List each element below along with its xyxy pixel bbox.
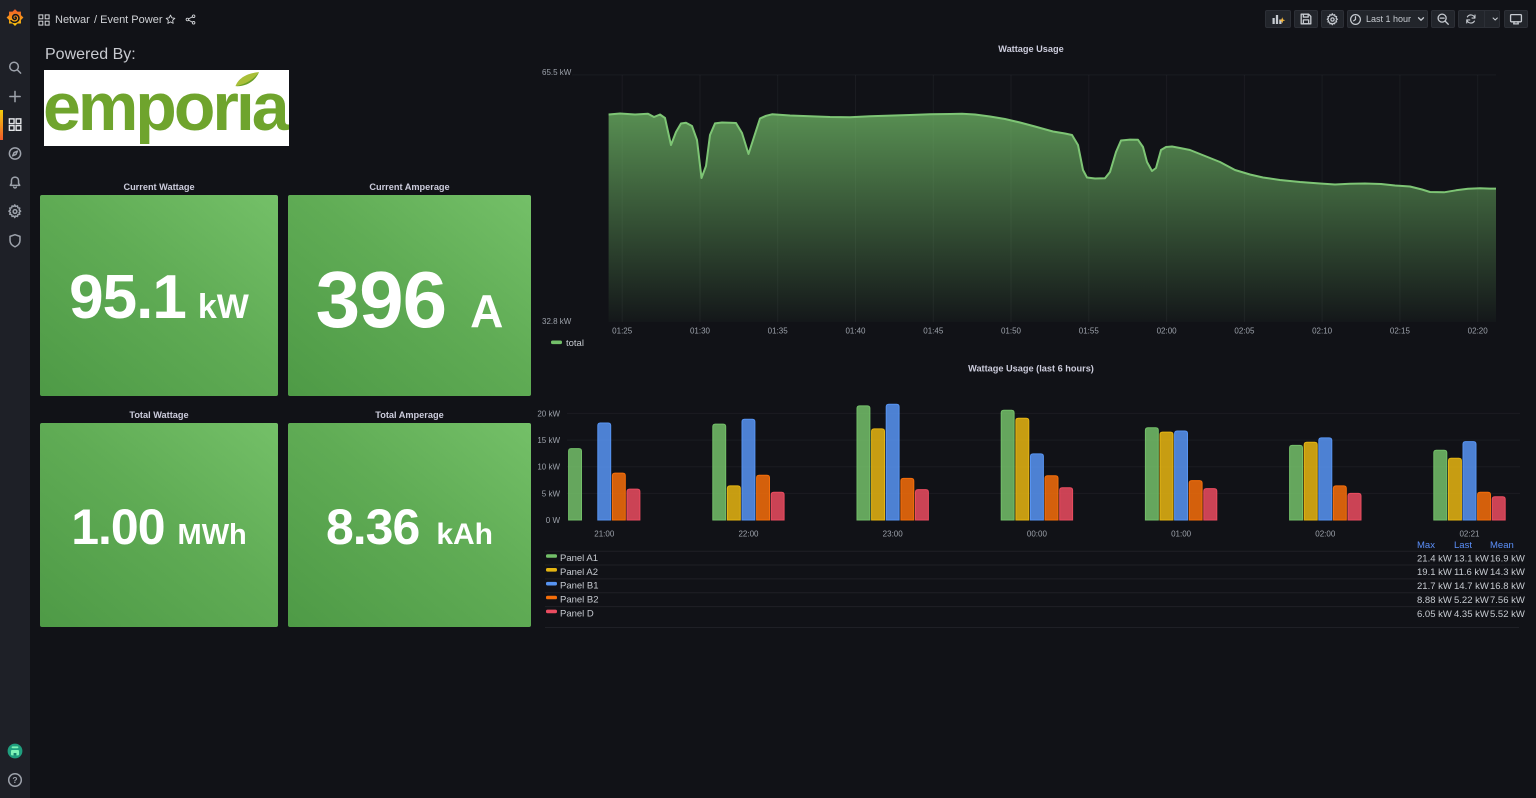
svg-text:02:10: 02:10 xyxy=(1312,327,1333,336)
svg-text:8.88 kW: 8.88 kW xyxy=(1417,595,1452,606)
svg-text:01:50: 01:50 xyxy=(1001,327,1022,336)
svg-text:00:00: 00:00 xyxy=(1027,530,1048,539)
svg-text:21:00: 21:00 xyxy=(594,530,615,539)
svg-text:21.4 kW: 21.4 kW xyxy=(1417,553,1452,564)
svg-text:7.56 kW: 7.56 kW xyxy=(1490,595,1525,606)
svg-text:02:20: 02:20 xyxy=(1468,327,1489,336)
svg-text:22:00: 22:00 xyxy=(738,530,759,539)
svg-text:01:45: 01:45 xyxy=(923,327,944,336)
svg-text:Wattage Usage (last 6 hours): Wattage Usage (last 6 hours) xyxy=(968,364,1094,374)
svg-text:01:35: 01:35 xyxy=(768,327,789,336)
svg-text:Panel D: Panel D xyxy=(560,608,594,619)
svg-text:02:21: 02:21 xyxy=(1459,530,1480,539)
svg-text:Panel B1: Panel B1 xyxy=(560,581,599,592)
svg-text:01:55: 01:55 xyxy=(1079,327,1100,336)
svg-text:Mean: Mean xyxy=(1490,540,1514,551)
svg-text:32.8 kW: 32.8 kW xyxy=(542,317,572,326)
svg-text:01:40: 01:40 xyxy=(845,327,866,336)
svg-text:5 kW: 5 kW xyxy=(542,489,561,498)
svg-text:02:15: 02:15 xyxy=(1390,327,1411,336)
svg-text:02:00: 02:00 xyxy=(1157,327,1178,336)
svg-text:65.5 kW: 65.5 kW xyxy=(542,68,572,77)
svg-text:02:00: 02:00 xyxy=(1315,530,1336,539)
svg-text:02:05: 02:05 xyxy=(1234,327,1255,336)
svg-text:Panel A1: Panel A1 xyxy=(560,553,598,564)
svg-text:0 W: 0 W xyxy=(546,516,561,525)
svg-text:Last: Last xyxy=(1454,540,1472,551)
svg-text:Panel A2: Panel A2 xyxy=(560,567,598,578)
svg-text:01:00: 01:00 xyxy=(1171,530,1192,539)
svg-text:Panel B2: Panel B2 xyxy=(560,595,599,606)
svg-text:Wattage Usage: Wattage Usage xyxy=(998,44,1064,54)
svg-text:4.35 kW: 4.35 kW xyxy=(1454,609,1489,620)
svg-text:23:00: 23:00 xyxy=(883,530,904,539)
svg-text:01:25: 01:25 xyxy=(612,327,633,336)
svg-text:11.6 kW: 11.6 kW xyxy=(1454,567,1488,578)
svg-text:19.1 kW: 19.1 kW xyxy=(1417,567,1452,578)
svg-text:5.22 kW: 5.22 kW xyxy=(1454,595,1489,606)
svg-text:01:30: 01:30 xyxy=(690,327,711,336)
svg-text:13.1 kW: 13.1 kW xyxy=(1454,553,1489,564)
svg-text:total: total xyxy=(566,338,584,349)
svg-text:14.3 kW: 14.3 kW xyxy=(1490,567,1525,578)
svg-text:6.05 kW: 6.05 kW xyxy=(1417,609,1452,620)
svg-text:5.52 kW: 5.52 kW xyxy=(1490,609,1525,620)
svg-text:20 kW: 20 kW xyxy=(537,409,560,418)
svg-text:15 kW: 15 kW xyxy=(537,436,560,445)
svg-text:Max: Max xyxy=(1417,540,1435,551)
svg-text:14.7 kW: 14.7 kW xyxy=(1454,581,1489,592)
svg-text:16.8 kW: 16.8 kW xyxy=(1490,581,1525,592)
svg-text:16.9 kW: 16.9 kW xyxy=(1490,553,1525,564)
svg-text:21.7 kW: 21.7 kW xyxy=(1417,581,1452,592)
svg-text:?: ? xyxy=(12,775,17,785)
svg-text:10 kW: 10 kW xyxy=(537,463,560,472)
